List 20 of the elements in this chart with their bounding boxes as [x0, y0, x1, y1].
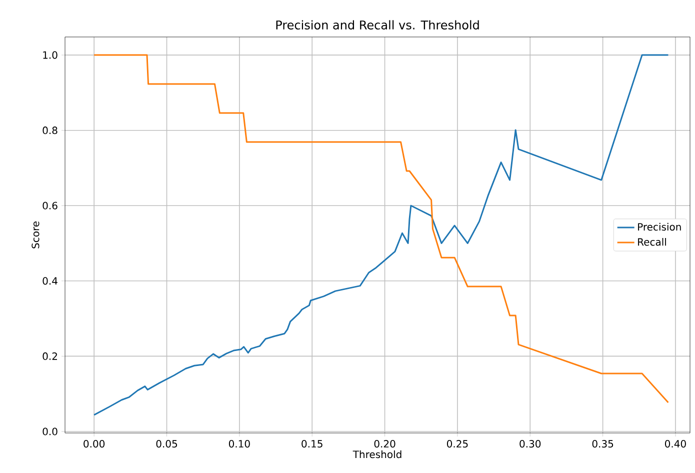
legend-label: Precision: [638, 222, 681, 231]
x-tick-label: 0.15: [302, 440, 322, 448]
x-tick-label: 0.35: [592, 440, 614, 448]
y-tick-label: 0.2: [42, 352, 57, 360]
x-tick-label: 0.05: [156, 440, 178, 448]
chart-title: Precision and Recall vs. Threshold: [276, 20, 479, 30]
x-tick-label: 0.40: [664, 440, 686, 448]
x-tick-label: 0.20: [374, 440, 396, 448]
y-axis-title: Score: [32, 221, 40, 248]
y-tick-label: 0.6: [42, 202, 58, 210]
x-axis-title: Threshold: [352, 450, 402, 458]
y-tick-label: 0.8: [42, 126, 58, 134]
y-tick-label: 0.0: [42, 428, 58, 436]
x-tick-label: 0.25: [446, 440, 468, 448]
y-tick-label: 1.0: [43, 51, 58, 59]
x-tick-label: 0.10: [228, 440, 250, 448]
x-tick-label: 0.30: [520, 440, 541, 448]
legend-label: Recall: [638, 238, 666, 246]
y-tick-label: 0.4: [42, 277, 58, 285]
x-tick-label: 0.00: [84, 440, 105, 448]
